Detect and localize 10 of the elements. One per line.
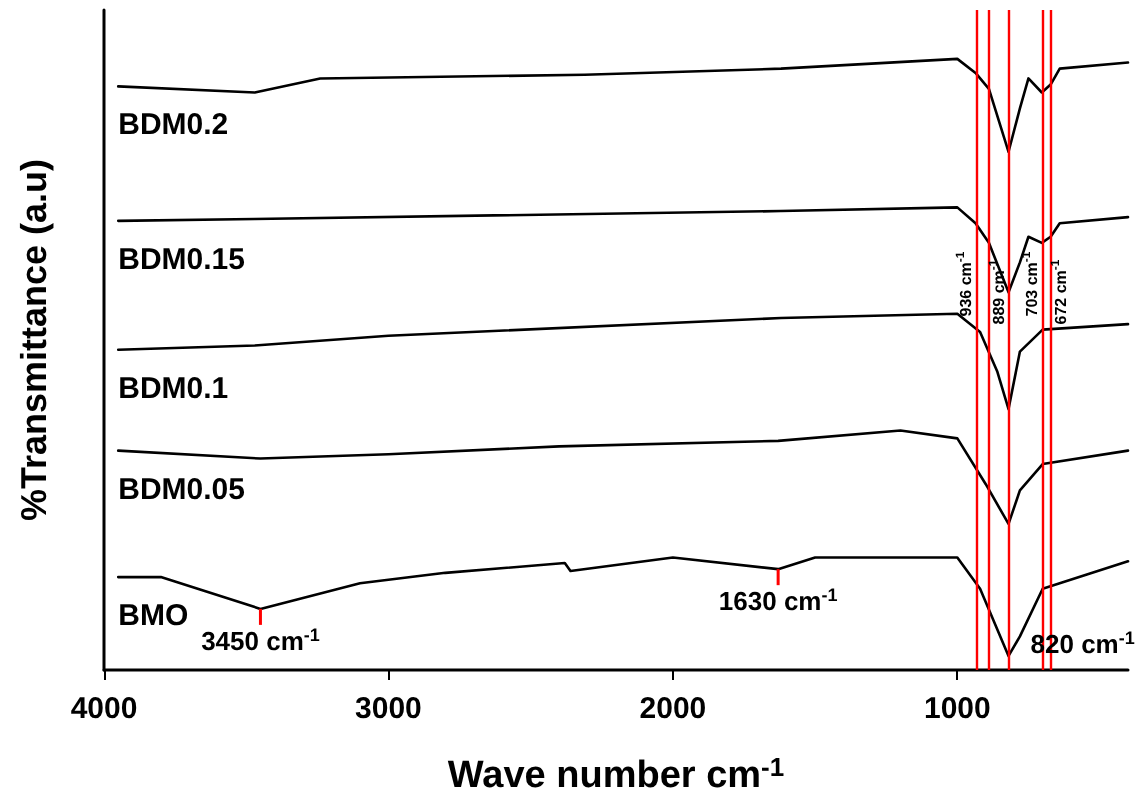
x-tick-label: 1000	[923, 692, 991, 726]
series-label: BMO	[118, 599, 189, 634]
series-label: BDM0.2	[118, 108, 229, 143]
x-tick-label: 3000	[355, 692, 422, 726]
series-label: BDM0.1	[118, 371, 229, 406]
y-axis-title: %Transmittance (a.u)	[14, 158, 54, 522]
x-tick-label: 2000	[639, 692, 707, 726]
x-tick-label: 4000	[70, 692, 138, 726]
series-label: BDM0.15	[118, 242, 245, 277]
series-label: BDM0.05	[118, 472, 245, 507]
